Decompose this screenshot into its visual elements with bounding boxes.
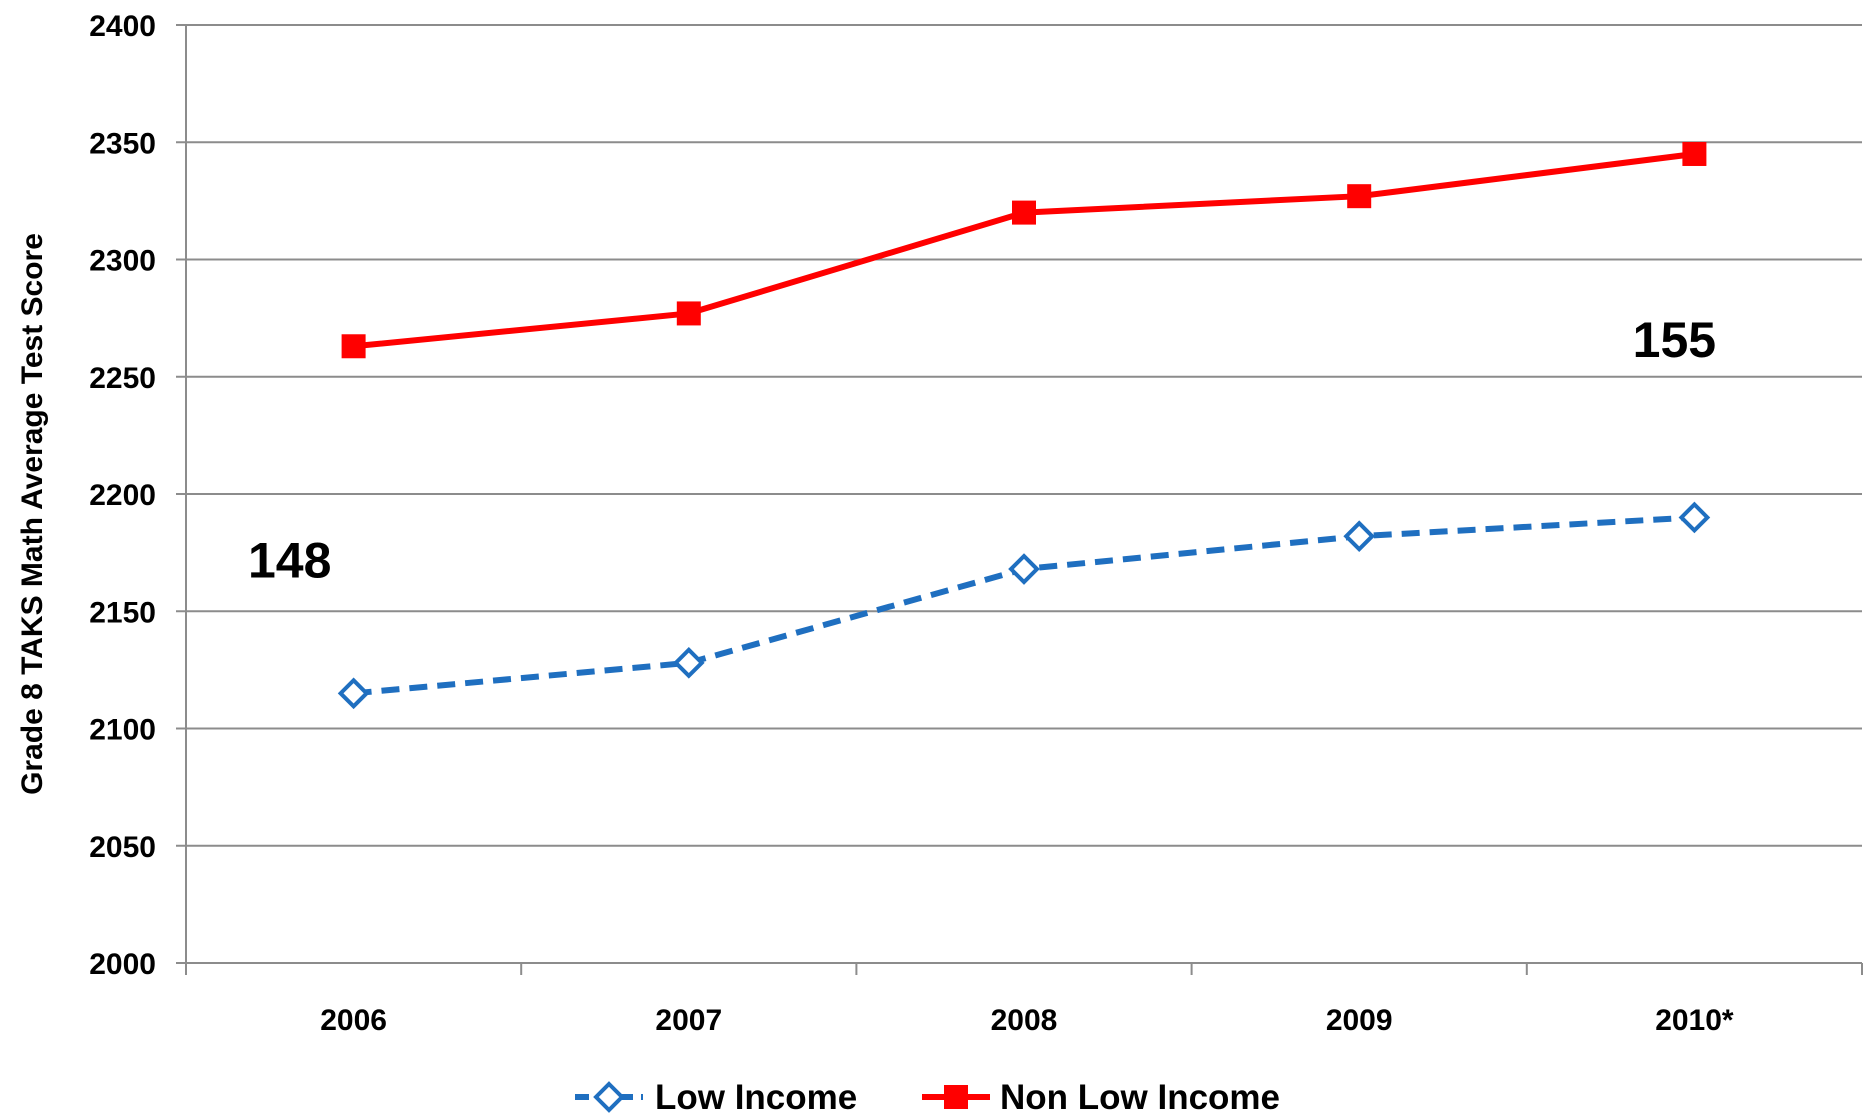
y-tick-label: 2150 [89,596,156,629]
x-tick-label: 2009 [1326,1004,1393,1037]
series [337,141,1711,710]
data-point [341,334,366,359]
data-point [1682,141,1707,166]
legend: Low Income Non Low Income [575,1078,1280,1117]
y-tick-label: 2300 [89,245,156,278]
annotation-label: 148 [248,533,331,589]
data-point [676,301,701,326]
y-tick-label: 2400 [89,10,156,43]
x-tick-label: 2010* [1655,1004,1734,1037]
y-tick-label: 2000 [89,948,156,981]
x-tick-label: 2006 [320,1004,387,1037]
y-tick-label: 2200 [89,479,156,512]
legend-label: Non Low Income [1000,1078,1280,1113]
y-tick-label: 2250 [89,362,156,395]
y-tick-label: 2050 [89,831,156,864]
series-line-1 [353,150,1695,350]
series-line-0 [353,514,1695,697]
data-point [1678,501,1711,534]
x-tick-label: 2008 [991,1004,1058,1037]
y-tick-label: 2100 [89,714,156,747]
x-tick-label: 2007 [655,1004,722,1037]
legend-swatch-marker [944,1085,968,1109]
y-axis-title: Grade 8 TAKS Math Average Test Score [16,233,49,795]
data-point [1012,200,1036,225]
data-point [1347,184,1372,209]
annotation-label: 155 [1633,312,1716,368]
data-point [1008,553,1040,585]
annotations: 148 155 [248,312,1716,588]
data-point [337,677,370,710]
gridlines [186,24,1862,964]
data-point [672,647,705,679]
y-tick-label: 2350 [89,127,156,160]
data-point [1343,520,1376,553]
axes: 2000 2050 2100 2150 2200 2250 2300 2350 2400 2006… [16,10,1863,1037]
legend-label: Low Income [655,1078,857,1113]
legend-swatch-marker [593,1081,625,1113]
